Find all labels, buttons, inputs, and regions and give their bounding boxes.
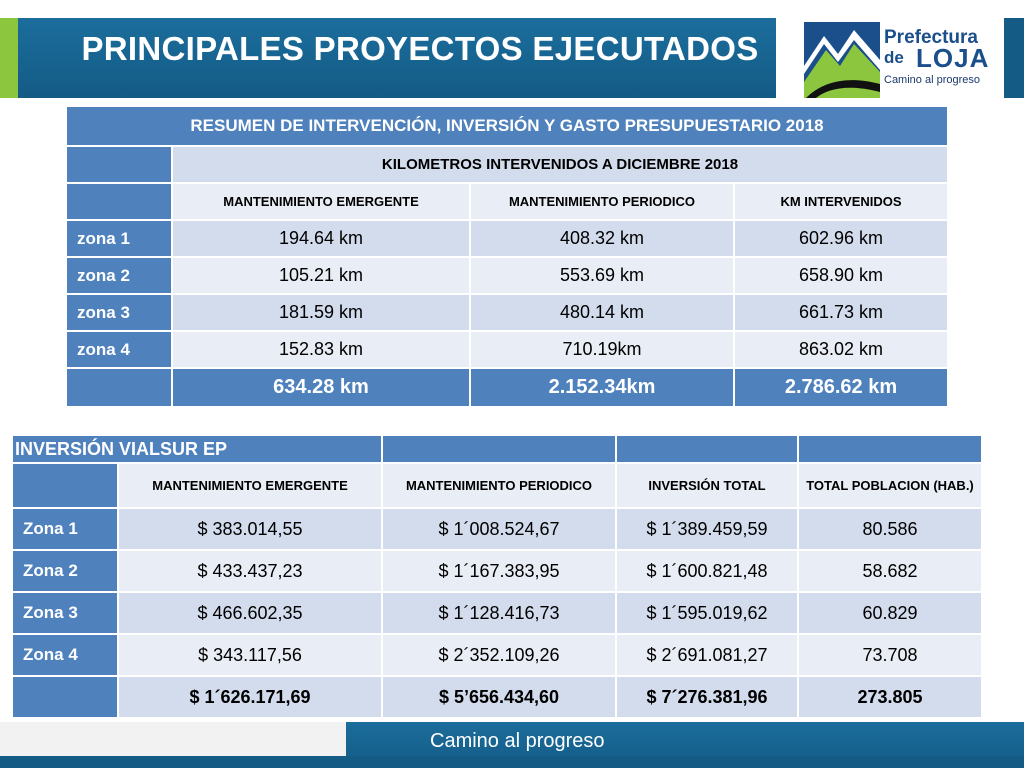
table-cell: $ 433.437,23 xyxy=(119,551,381,591)
table2-col-header: TOTAL POBLACION (HAB.) xyxy=(799,464,981,507)
table1-col-header: MANTENIMIENTO PERIODICO xyxy=(471,184,733,219)
table-cell: 408.32 km xyxy=(471,221,733,256)
table-cell: 661.73 km xyxy=(735,295,947,330)
logo-text-loja: LOJA xyxy=(916,43,990,73)
table-cell: $ 466.602,35 xyxy=(119,593,381,633)
table-cell: 553.69 km xyxy=(471,258,733,293)
total-cell: 273.805 xyxy=(799,677,981,717)
table2-empty-cell xyxy=(13,464,117,507)
km-summary-table: RESUMEN DE INTERVENCIÓN, INVERSIÓN Y GAS… xyxy=(65,105,949,408)
table-cell: 73.708 xyxy=(799,635,981,675)
zone-label: Zona 3 xyxy=(13,593,117,633)
table1-subtitle: KILOMETROS INTERVENIDOS A DICIEMBRE 2018 xyxy=(173,147,947,182)
zone-label: Zona 1 xyxy=(13,509,117,549)
table-cell: 80.586 xyxy=(799,509,981,549)
table2-title: INVERSIÓN VIALSUR EP xyxy=(13,436,381,462)
table-cell: 152.83 km xyxy=(173,332,469,367)
table-cell: $ 1´600.821,48 xyxy=(617,551,797,591)
table-cell: 60.829 xyxy=(799,593,981,633)
table-cell: 863.02 km xyxy=(735,332,947,367)
table-row: Zona 2 $ 433.437,23 $ 1´167.383,95 $ 1´6… xyxy=(13,551,981,591)
table-row: Zona 1 $ 383.014,55 $ 1´008.524,67 $ 1´3… xyxy=(13,509,981,549)
table-cell: $ 1´389.459,59 xyxy=(617,509,797,549)
table-row: zona 3 181.59 km 480.14 km 661.73 km xyxy=(67,295,947,330)
table-row: zona 2 105.21 km 553.69 km 658.90 km xyxy=(67,258,947,293)
header-band xyxy=(0,18,776,98)
table1-empty-cell xyxy=(67,369,171,406)
investment-table: INVERSIÓN VIALSUR EP MANTENIMIENTO EMERG… xyxy=(11,434,983,719)
table2-empty-cell xyxy=(799,436,981,462)
table1-col-header: MANTENIMIENTO EMERGENTE xyxy=(173,184,469,219)
header-accent-green xyxy=(0,18,18,98)
table1-empty-cell xyxy=(67,184,171,219)
total-cell: $ 1´626.171,69 xyxy=(119,677,381,717)
table-row: Zona 3 $ 466.602,35 $ 1´128.416,73 $ 1´5… xyxy=(13,593,981,633)
table-cell: $ 343.117,56 xyxy=(119,635,381,675)
table2-col-header: MANTENIMIENTO PERIODICO xyxy=(383,464,615,507)
table1-empty-cell xyxy=(67,147,171,182)
zone-label: zona 4 xyxy=(67,332,171,367)
page-title: PRINCIPALES PROYECTOS EJECUTADOS xyxy=(81,30,759,67)
footer-line xyxy=(0,756,1024,768)
table-cell: 105.21 km xyxy=(173,258,469,293)
zone-label: Zona 2 xyxy=(13,551,117,591)
mountain-road-icon xyxy=(804,22,880,98)
table-cell: 480.14 km xyxy=(471,295,733,330)
total-cell: $ 5’656.434,60 xyxy=(383,677,615,717)
logo-tagline: Camino al progreso xyxy=(884,74,980,86)
header-accent-right xyxy=(1004,18,1024,98)
footer-slogan: Camino al progreso xyxy=(430,730,605,752)
table1-col-header: KM INTERVENIDOS xyxy=(735,184,947,219)
logo-text-prefectura: Prefectura xyxy=(884,27,978,48)
prefectura-logo: Prefectura de LOJA Camino al progreso xyxy=(804,22,988,98)
table-row: Zona 4 $ 343.117,56 $ 2´352.109,26 $ 2´6… xyxy=(13,635,981,675)
table-cell: $ 2´352.109,26 xyxy=(383,635,615,675)
footer-left-strip xyxy=(0,722,346,756)
table2-empty-cell xyxy=(383,436,615,462)
table2-col-header: INVERSIÓN TOTAL xyxy=(617,464,797,507)
table-row: zona 1 194.64 km 408.32 km 602.96 km xyxy=(67,221,947,256)
table2-empty-cell xyxy=(617,436,797,462)
table-cell: 658.90 km xyxy=(735,258,947,293)
table-cell: 710.19km xyxy=(471,332,733,367)
table-cell: $ 383.014,55 xyxy=(119,509,381,549)
total-cell: 634.28 km xyxy=(173,369,469,406)
total-cell: 2.152.34km xyxy=(471,369,733,406)
totals-row: 634.28 km 2.152.34km 2.786.62 km xyxy=(67,369,947,406)
total-cell: 2.786.62 km xyxy=(735,369,947,406)
zone-label: Zona 4 xyxy=(13,635,117,675)
totals-row: $ 1´626.171,69 $ 5’656.434,60 $ 7´276.38… xyxy=(13,677,981,717)
logo-text-de: de xyxy=(884,48,904,67)
table-cell: $ 1´595.019,62 xyxy=(617,593,797,633)
table-cell: 58.682 xyxy=(799,551,981,591)
table-cell: 181.59 km xyxy=(173,295,469,330)
zone-label: zona 2 xyxy=(67,258,171,293)
table-cell: $ 1´167.383,95 xyxy=(383,551,615,591)
table-cell: 194.64 km xyxy=(173,221,469,256)
table1-title: RESUMEN DE INTERVENCIÓN, INVERSIÓN Y GAS… xyxy=(67,107,947,145)
zone-label: zona 1 xyxy=(67,221,171,256)
table-cell: 602.96 km xyxy=(735,221,947,256)
zone-label: zona 3 xyxy=(67,295,171,330)
table-row: zona 4 152.83 km 710.19km 863.02 km xyxy=(67,332,947,367)
table2-col-header: MANTENIMIENTO EMERGENTE xyxy=(119,464,381,507)
table-cell: $ 2´691.081,27 xyxy=(617,635,797,675)
total-cell: $ 7´276.381,96 xyxy=(617,677,797,717)
table-cell: $ 1´128.416,73 xyxy=(383,593,615,633)
table2-empty-cell xyxy=(13,677,117,717)
table-cell: $ 1´008.524,67 xyxy=(383,509,615,549)
